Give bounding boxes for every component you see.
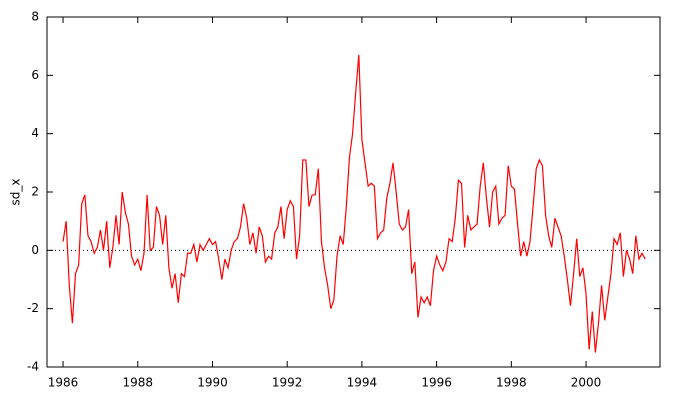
y-tick-label: 0 — [31, 243, 39, 257]
x-tick-label: 1996 — [421, 376, 452, 390]
x-tick-label: 1986 — [48, 376, 79, 390]
y-tick-label: -2 — [27, 301, 39, 315]
y-axis-label: sd_x — [9, 179, 23, 206]
x-tick-label: 1990 — [197, 376, 228, 390]
series-line — [62, 54, 646, 353]
y-tick-label: 4 — [31, 126, 39, 140]
x-tick-label: 2000 — [571, 376, 602, 390]
x-tick-label: 1992 — [272, 376, 303, 390]
x-tick-label: 1994 — [347, 376, 378, 390]
y-tick-label: -4 — [27, 360, 39, 374]
y-tick-label: 6 — [31, 68, 39, 82]
plot-frame — [46, 16, 661, 368]
x-tick-label: 1998 — [496, 376, 527, 390]
y-tick-label: 2 — [31, 185, 39, 199]
y-tick-label: 8 — [31, 10, 39, 24]
x-tick-label: 1988 — [122, 376, 153, 390]
